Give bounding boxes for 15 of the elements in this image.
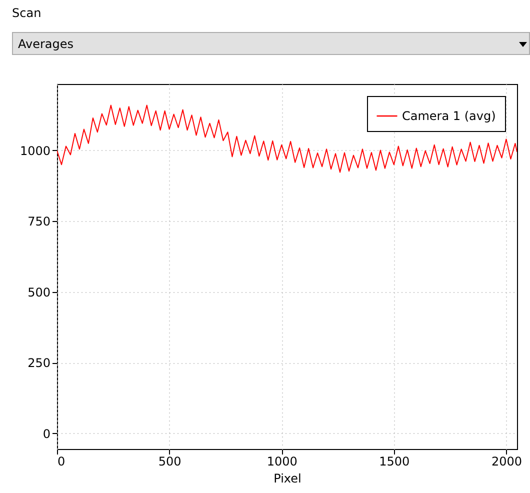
dropdown-field: Averages — [12, 32, 530, 55]
y-tick-label: 500 — [28, 285, 50, 300]
x-tick-label: 2000 — [491, 454, 522, 468]
x-tick-label: 500 — [158, 454, 182, 468]
y-tick-label: 250 — [28, 356, 50, 370]
line-series — [57, 104, 517, 173]
y-tick-label: 0 — [42, 426, 50, 441]
y-tick-label: 750 — [28, 214, 50, 229]
x-tick-label: 0 — [58, 454, 66, 468]
text: Scan — [12, 6, 42, 20]
legend-label: Camera 1 (avg) — [402, 109, 496, 123]
x-tick-label: 1500 — [379, 454, 410, 468]
y-tick-label: 1000 — [20, 144, 50, 158]
x-tick-label: 1000 — [266, 454, 298, 468]
x-axis-title: Pixel — [274, 472, 302, 486]
